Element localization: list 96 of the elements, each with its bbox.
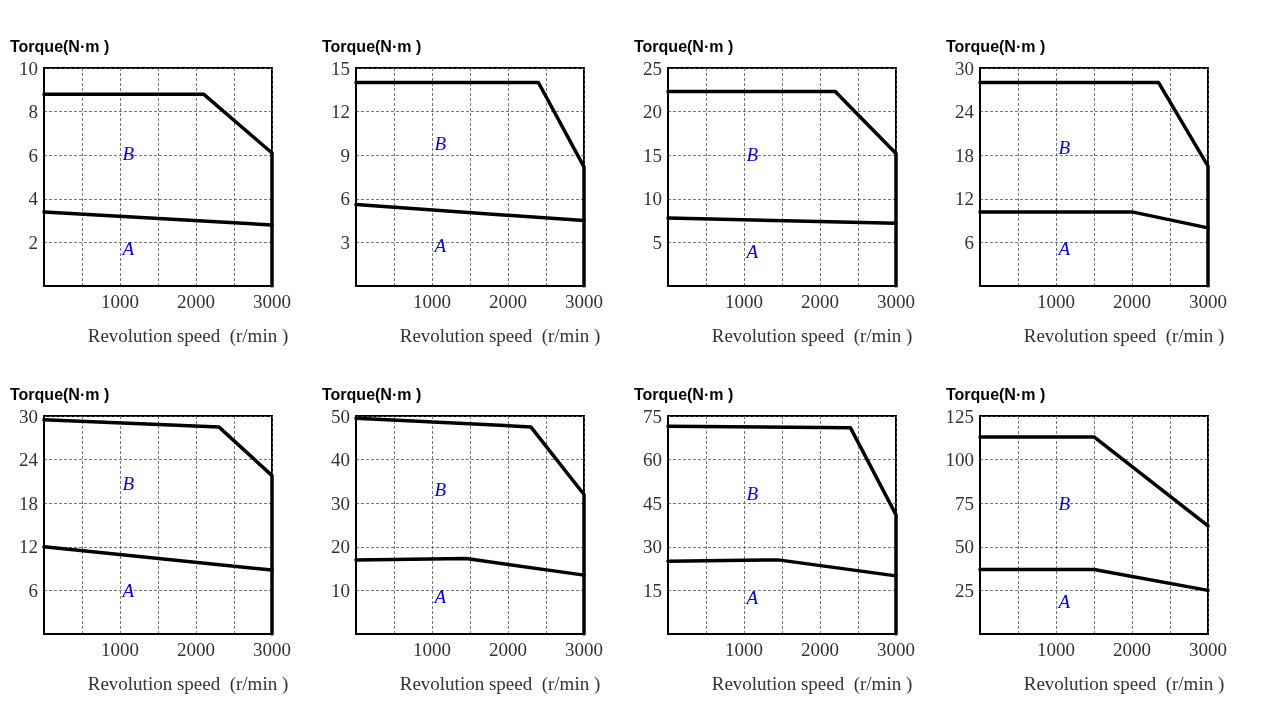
y-axis-title: Torque(N·m ) bbox=[946, 37, 1046, 55]
x-tick-label: 2000 bbox=[1113, 639, 1151, 660]
annotation: A bbox=[1056, 238, 1071, 260]
x-axis-title: Revolution speed (r/min ) bbox=[711, 325, 913, 347]
y-tick-label: 18 bbox=[955, 144, 974, 166]
y-tick-label: 40 bbox=[331, 449, 350, 471]
y-tick-label: 50 bbox=[955, 536, 974, 558]
x-tick-label: 3000 bbox=[253, 291, 291, 312]
y-tick-label: 100 bbox=[945, 449, 974, 471]
y-tick-label: 45 bbox=[643, 492, 662, 514]
x-tick-label: 3000 bbox=[565, 639, 603, 660]
x-axis-title: Revolution speed (r/min ) bbox=[399, 325, 601, 347]
y-tick-label: 2 bbox=[28, 231, 38, 253]
annotation: A bbox=[120, 238, 135, 260]
y-tick-label: 8 bbox=[28, 101, 38, 123]
x-axis-title: Revolution speed (r/min ) bbox=[399, 673, 601, 695]
x-tick-label: 2000 bbox=[177, 291, 215, 312]
y-tick-label: 9 bbox=[340, 144, 350, 166]
y-tick-label: 12 bbox=[19, 536, 38, 558]
x-tick-label: 1000 bbox=[1037, 639, 1075, 660]
x-tick-label: 1000 bbox=[101, 291, 139, 312]
annotation: B bbox=[746, 483, 759, 505]
x-tick-label: 3000 bbox=[877, 291, 915, 312]
y-tick-label: 30 bbox=[331, 492, 350, 514]
x-tick-label: 2000 bbox=[1113, 291, 1151, 312]
y-tick-label: 6 bbox=[28, 144, 38, 166]
y-tick-label: 30 bbox=[19, 405, 38, 427]
y-tick-label: 30 bbox=[643, 536, 662, 558]
y-tick-label: 15 bbox=[643, 579, 662, 601]
y-tick-label: 10 bbox=[19, 57, 38, 79]
x-tick-label: 3000 bbox=[1189, 639, 1227, 660]
y-tick-label: 10 bbox=[331, 579, 350, 601]
y-tick-label: 24 bbox=[955, 101, 975, 123]
x-tick-label: 1000 bbox=[101, 639, 139, 660]
y-tick-label: 24 bbox=[19, 449, 39, 471]
y-tick-label: 4 bbox=[28, 188, 39, 210]
x-tick-label: 1000 bbox=[725, 639, 763, 660]
y-tick-label: 60 bbox=[643, 449, 662, 471]
y-tick-label: 15 bbox=[643, 144, 662, 166]
y-tick-label: 10 bbox=[643, 188, 662, 210]
x-tick-label: 1000 bbox=[725, 291, 763, 312]
annotation: A bbox=[432, 234, 447, 256]
y-tick-label: 6 bbox=[28, 579, 38, 601]
y-axis-title: Torque(N·m ) bbox=[10, 385, 110, 403]
annotation: B bbox=[434, 478, 447, 500]
annotation: A bbox=[1056, 591, 1071, 613]
annotation: A bbox=[432, 586, 447, 608]
x-tick-label: 2000 bbox=[489, 291, 527, 312]
x-tick-label: 2000 bbox=[801, 639, 839, 660]
annotation: A bbox=[120, 579, 135, 601]
y-axis-title: Torque(N·m ) bbox=[946, 385, 1046, 403]
y-tick-label: 20 bbox=[643, 101, 662, 123]
y-tick-label: 25 bbox=[643, 57, 662, 79]
x-tick-label: 2000 bbox=[489, 639, 527, 660]
annotation: B bbox=[122, 472, 135, 494]
y-tick-label: 20 bbox=[331, 536, 350, 558]
x-tick-label: 3000 bbox=[253, 639, 291, 660]
annotation: B bbox=[746, 144, 759, 166]
y-tick-label: 3 bbox=[340, 231, 350, 253]
y-tick-label: 50 bbox=[331, 405, 350, 427]
annotation: A bbox=[744, 241, 759, 263]
x-tick-label: 1000 bbox=[413, 291, 451, 312]
x-axis-title: Revolution speed (r/min ) bbox=[1023, 673, 1225, 695]
y-tick-label: 30 bbox=[955, 57, 974, 79]
x-tick-label: 2000 bbox=[177, 639, 215, 660]
y-axis-title: Torque(N·m ) bbox=[634, 37, 734, 55]
x-tick-label: 3000 bbox=[565, 291, 603, 312]
y-tick-label: 18 bbox=[19, 492, 38, 514]
x-axis-title: Revolution speed (r/min ) bbox=[711, 673, 913, 695]
annotation: B bbox=[1058, 492, 1071, 514]
y-axis-title: Torque(N·m ) bbox=[322, 37, 422, 55]
annotation: A bbox=[744, 587, 759, 609]
y-tick-label: 125 bbox=[945, 405, 974, 427]
y-axis-title: Torque(N·m ) bbox=[322, 385, 422, 403]
x-axis-title: Revolution speed (r/min ) bbox=[87, 325, 289, 347]
y-tick-label: 75 bbox=[955, 492, 974, 514]
x-axis-title: Revolution speed (r/min ) bbox=[87, 673, 289, 695]
x-tick-label: 3000 bbox=[1189, 291, 1227, 312]
y-tick-label: 25 bbox=[955, 579, 974, 601]
y-tick-label: 6 bbox=[340, 188, 350, 210]
y-tick-label: 75 bbox=[643, 405, 662, 427]
y-tick-label: 12 bbox=[955, 188, 974, 210]
annotation: B bbox=[1058, 136, 1071, 158]
x-axis-title: Revolution speed (r/min ) bbox=[1023, 325, 1225, 347]
annotation: B bbox=[434, 133, 447, 155]
y-tick-label: 5 bbox=[652, 231, 662, 253]
x-tick-label: 2000 bbox=[801, 291, 839, 312]
annotation: B bbox=[122, 142, 135, 164]
y-tick-label: 6 bbox=[964, 231, 974, 253]
x-tick-label: 1000 bbox=[413, 639, 451, 660]
y-axis-title: Torque(N·m ) bbox=[634, 385, 734, 403]
y-axis-title: Torque(N·m ) bbox=[10, 37, 110, 55]
y-tick-label: 12 bbox=[331, 101, 350, 123]
x-tick-label: 1000 bbox=[1037, 291, 1075, 312]
x-tick-label: 3000 bbox=[877, 639, 915, 660]
y-tick-label: 15 bbox=[331, 57, 350, 79]
